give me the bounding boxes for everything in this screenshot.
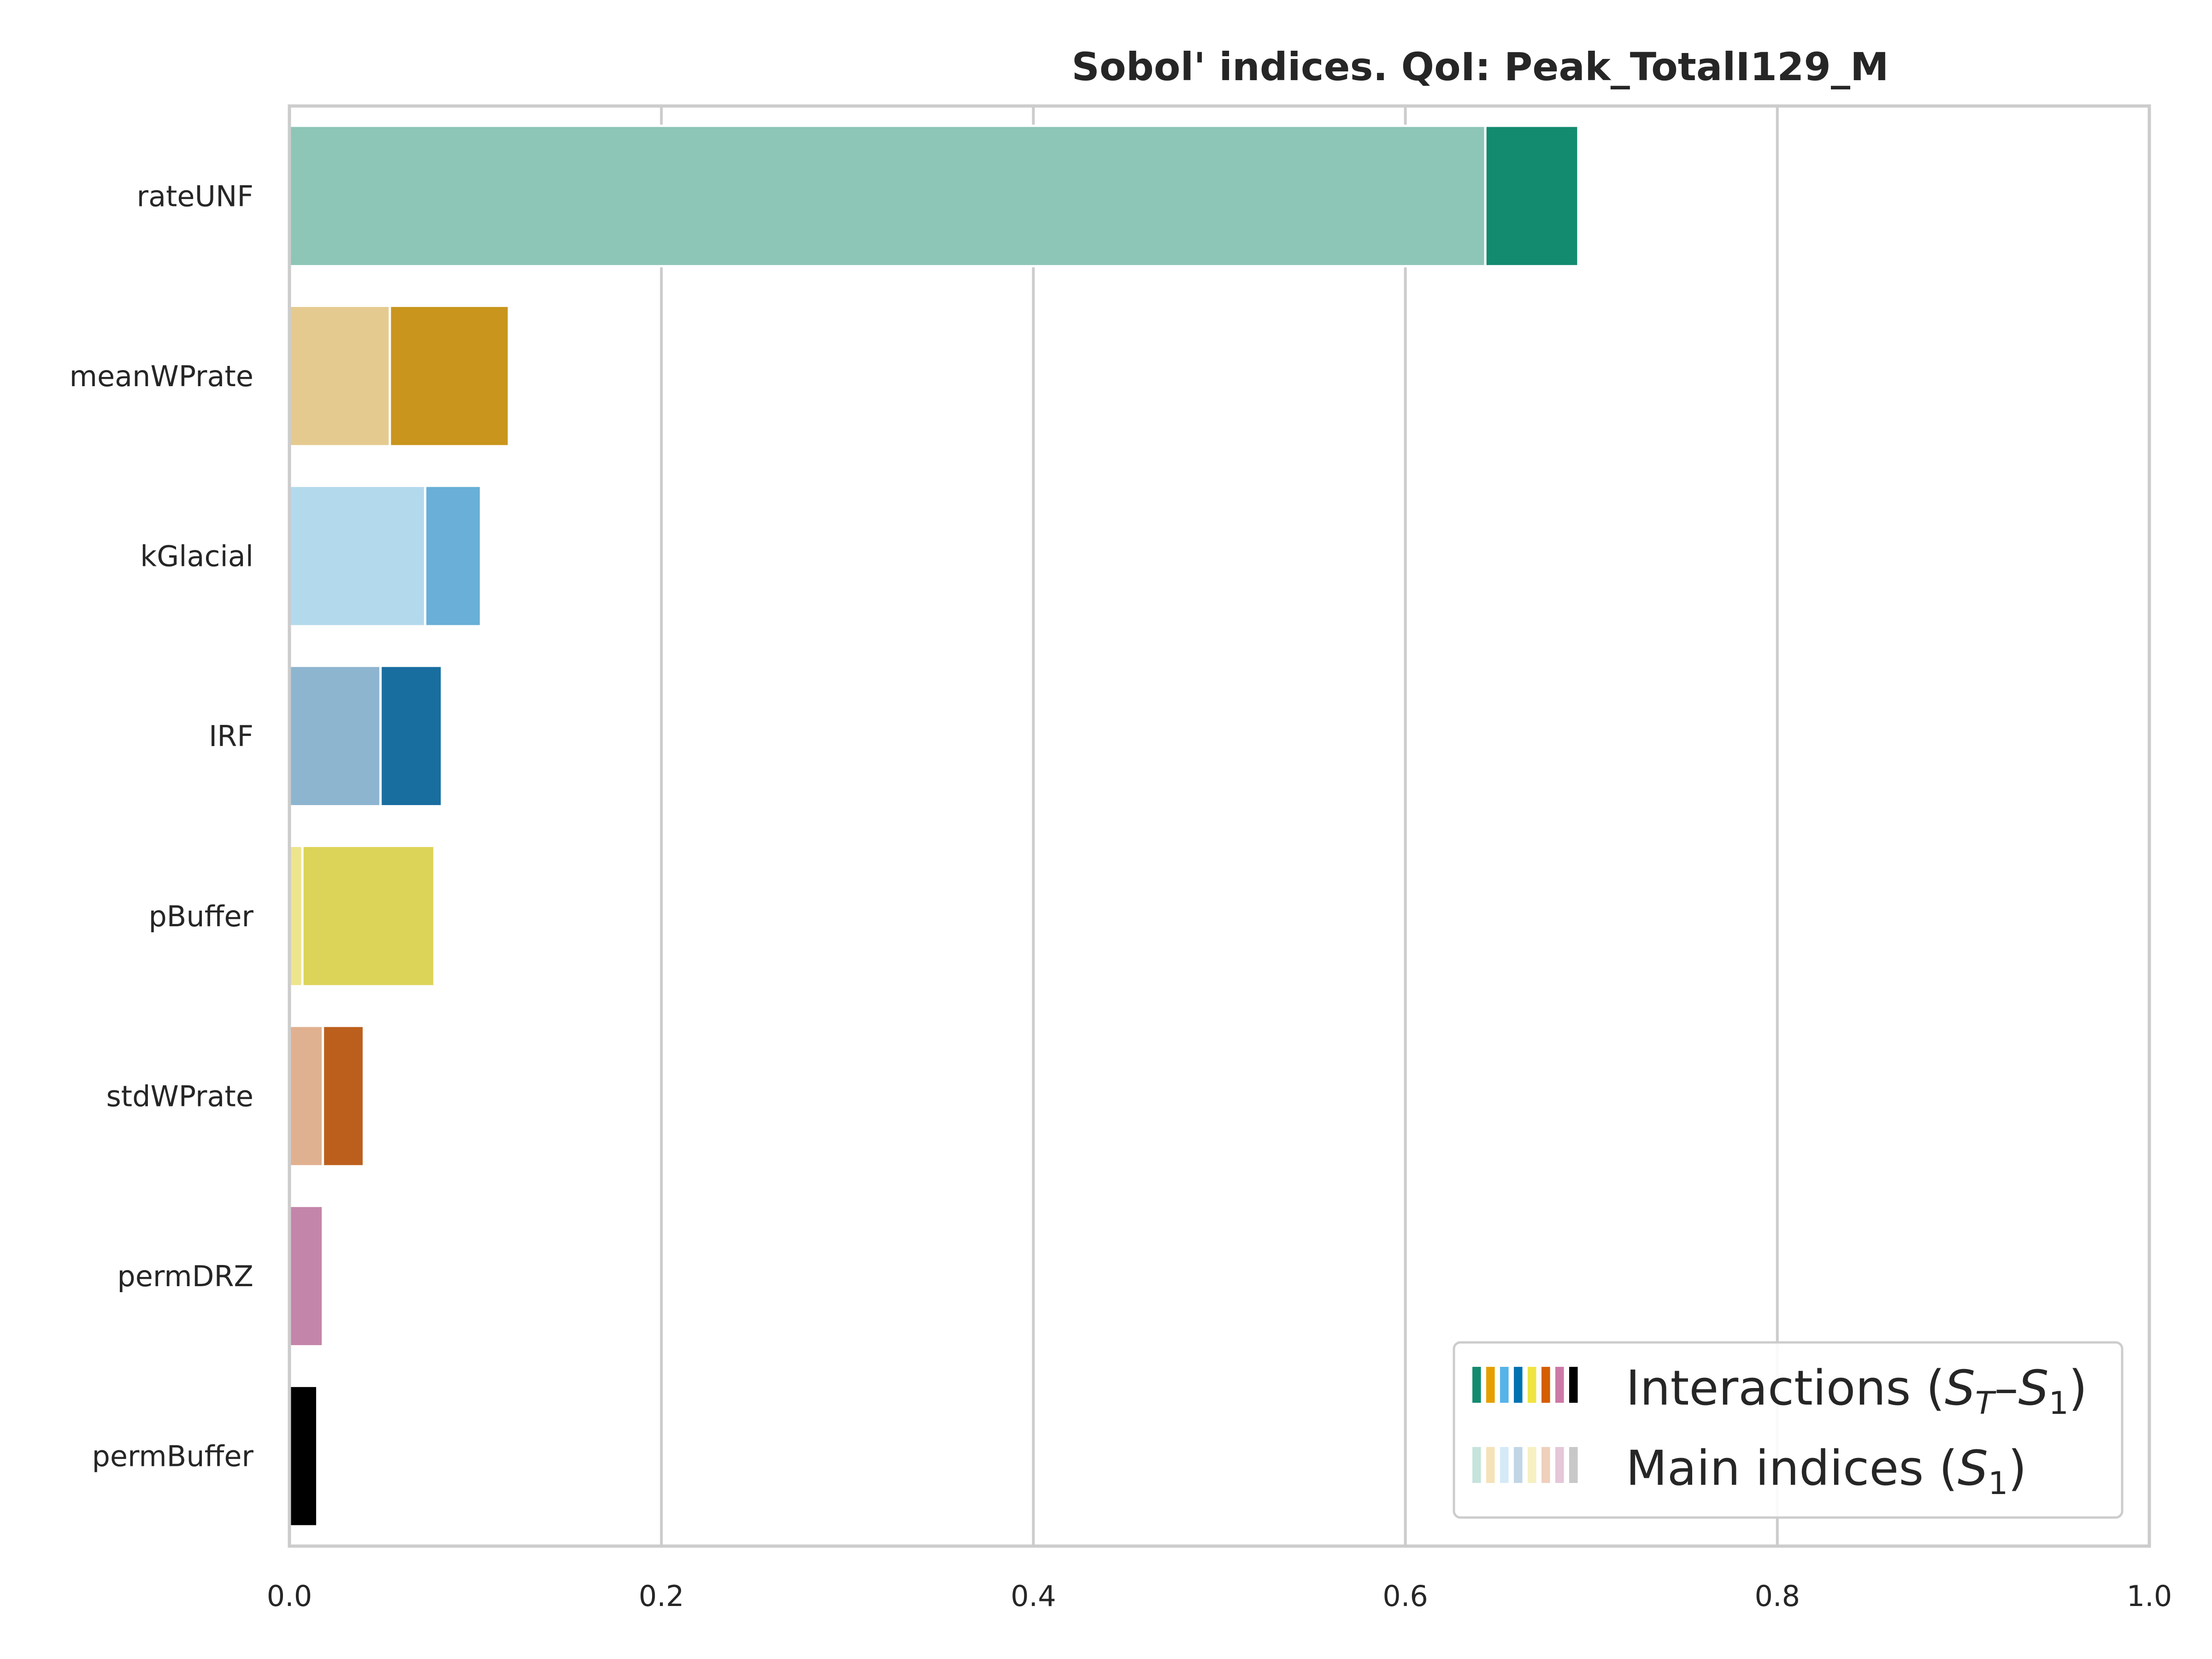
y-tick-label: permBuffer [92, 1440, 254, 1473]
bar-main-rateUNF [288, 124, 1487, 268]
bars-group [288, 124, 1580, 1528]
legend-swatch-segment [1500, 1367, 1509, 1403]
bar-interaction-permBuffer [288, 1384, 319, 1528]
x-tick-label: 0.6 [1382, 1579, 1428, 1613]
bar-interaction-rateUNF [1484, 124, 1580, 268]
legend-swatch-interactions [1472, 1367, 1578, 1403]
bar-interaction-meanWPrate [388, 305, 510, 447]
legend-main-word: Main indices [1626, 1440, 1924, 1496]
y-tick-label: permDRZ [117, 1259, 253, 1293]
legend-swatch-segment [1569, 1367, 1578, 1403]
x-tick-label: 1.0 [2127, 1579, 2172, 1613]
legend-swatch-segment [1528, 1367, 1536, 1403]
legend-swatch-segment [1555, 1447, 1564, 1483]
legend-swatch-segment [1541, 1447, 1550, 1483]
legend-swatch-segment [1528, 1447, 1536, 1483]
y-tick-label: rateUNF [137, 179, 253, 213]
y-tick-label: pBuffer [148, 900, 253, 933]
legend-swatch-segment [1472, 1447, 1481, 1483]
legend-label-interactions: Interactions (ST–S1) [1626, 1360, 2087, 1422]
legend-swatch-segment [1472, 1367, 1481, 1403]
bar-main-meanWPrate [288, 305, 391, 447]
legend: Interactions (ST–S1) Main indices (S1) [1453, 1341, 2124, 1519]
y-tick-label: kGlacial [140, 540, 253, 573]
legend-swatch-segment [1514, 1367, 1523, 1403]
x-tick-label: 0.8 [1754, 1579, 1800, 1613]
plot-frame [288, 104, 2151, 1548]
x-tick-labels: 0.0 0.2 0.4 0.6 0.8 1.0 [267, 1579, 2172, 1613]
y-tick-labels: rateUNF meanWPrate kGlacial IRF pBuffer stdWP… [70, 179, 254, 1473]
legend-swatch-segment [1486, 1367, 1495, 1403]
bar-main-pBuffer [288, 844, 304, 988]
y-tick-label: meanWPrate [70, 359, 253, 393]
x-tick-label: 0.2 [639, 1579, 684, 1613]
y-tick-label: IRF [209, 719, 253, 753]
bar-main-permDRZ [288, 1205, 324, 1347]
legend-interactions-word: Interactions [1626, 1360, 1911, 1416]
bar-main-kGlacial [288, 484, 427, 628]
legend-swatch-main [1472, 1447, 1578, 1483]
legend-swatch-segment [1569, 1447, 1578, 1483]
legend-swatch-segment [1500, 1447, 1509, 1483]
bar-interaction-kGlacial [424, 484, 482, 628]
bar-main-IRF [288, 665, 382, 808]
bar-interaction-stdWPrate [322, 1024, 365, 1168]
bar-interaction-pBuffer [301, 844, 436, 988]
x-tick-label: 0.4 [1011, 1579, 1056, 1613]
legend-swatch-segment [1541, 1367, 1550, 1403]
bar-interaction-IRF [379, 665, 443, 808]
y-tick-label: stdWPrate [106, 1079, 253, 1113]
x-tick-label: 0.0 [267, 1579, 312, 1613]
legend-swatch-segment [1486, 1447, 1495, 1483]
legend-swatch-segment [1514, 1447, 1523, 1483]
legend-swatch-segment [1555, 1367, 1564, 1403]
legend-frame [1453, 1341, 2124, 1519]
chart-title: Sobol' indices. QoI: Peak_TotalI129_M [1071, 44, 1888, 89]
bar-main-stdWPrate [288, 1024, 324, 1168]
legend-label-main: Main indices (S1) [1626, 1440, 2027, 1502]
